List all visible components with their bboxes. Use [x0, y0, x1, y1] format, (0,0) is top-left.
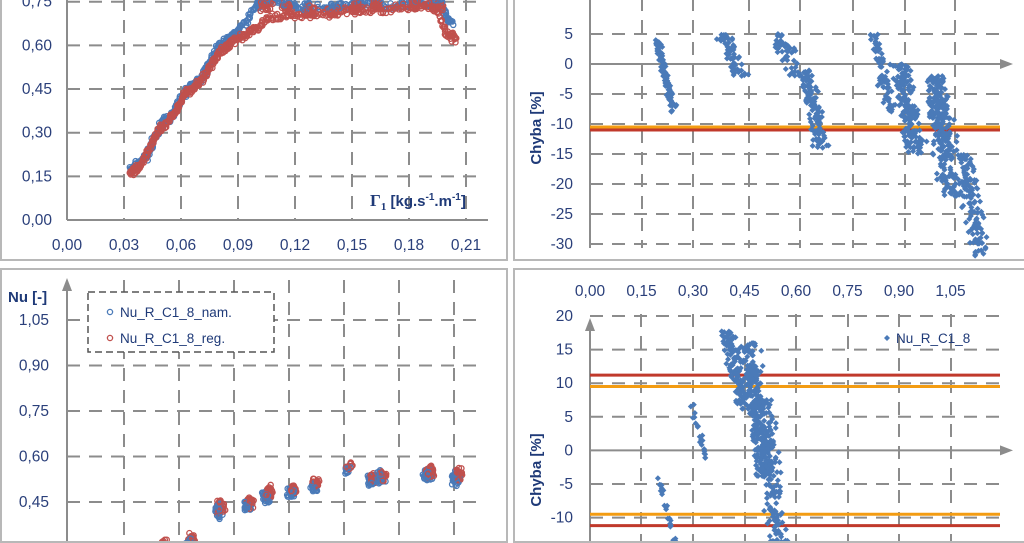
- y-tick-label: 0,60: [19, 449, 50, 466]
- y-tick-label: 0,30: [19, 540, 50, 543]
- data-point: [884, 69, 890, 75]
- x-tick-label: 0,90: [884, 283, 915, 300]
- chart-svg-bottom-left: Nu [-] 0,30 0,45 0,60 0,75 0,90 1,05 Nu_R_C1_8_…: [2, 270, 508, 543]
- data-point: [783, 526, 789, 532]
- data-point: [977, 198, 983, 204]
- y-tick-label: 0,15: [22, 168, 52, 185]
- data-point: [758, 348, 764, 354]
- chart-svg-top-left: 0,00 0,15 0,30 0,45 0,60 0,75 0,00 0,03 0,06 0,09…: [2, 0, 508, 261]
- y-tick-label: 10: [556, 375, 574, 392]
- data-point: [975, 193, 981, 199]
- chart-panel-top-right: 50-5-10-15-20-25-30-35Chyba [%]: [513, 0, 1024, 261]
- x-axis-label-text: [kg.s: [386, 193, 425, 210]
- x-tick-label: 0,15: [626, 283, 656, 300]
- data-point: [984, 234, 990, 240]
- x-tick-label: 0,75: [832, 283, 862, 300]
- data-point: [773, 420, 779, 426]
- y-tick-label: 0: [564, 442, 573, 459]
- x-tick-label: 0,45: [729, 283, 759, 300]
- y-tick-label: -15: [551, 146, 573, 163]
- legend-label-red: Nu_R_C1_8_reg.: [120, 331, 225, 346]
- y-tick-label: 0: [564, 56, 573, 73]
- x-axis-label-mid: .m: [434, 193, 452, 210]
- data-point: [702, 455, 708, 461]
- data-point: [767, 533, 773, 539]
- y-tick-label: 5: [564, 26, 573, 43]
- x-tick-label: 0,15: [337, 237, 367, 254]
- data-point: [760, 363, 766, 369]
- y-tick-label: 0,45: [19, 494, 49, 511]
- y-tick-label: -10: [551, 510, 574, 527]
- legend-label-blue: Nu_R_C1_8_nam.: [120, 305, 232, 320]
- data-point: [739, 61, 745, 67]
- data-point: [974, 230, 980, 236]
- y-tick-label: 0,30: [22, 125, 53, 142]
- x-tick-label: 1,05: [935, 283, 965, 300]
- y-tick-label: 0,45: [22, 81, 52, 98]
- x-tick-label: 0,12: [280, 237, 310, 254]
- legend-marker: [884, 335, 890, 341]
- y-tick-label: 20: [556, 308, 574, 325]
- x-axis-label: Γ1 [kg.s-1.m-1]: [370, 191, 466, 213]
- y-axis-arrow-head: [62, 278, 72, 291]
- x-tick-label: 0,00: [575, 283, 606, 300]
- zero-axis-arrow-head: [1000, 445, 1013, 455]
- data-point: [783, 66, 789, 72]
- x-axis-label-end: ]: [461, 193, 466, 210]
- y-axis-arrow-head: [585, 318, 595, 331]
- y-axis-label: Nu [-]: [8, 289, 47, 306]
- data-point: [774, 537, 780, 543]
- x-tick-label: 0,06: [166, 237, 196, 254]
- y-tick-label: -5: [559, 86, 573, 103]
- data-point: [655, 475, 661, 481]
- x-tick-label: 0,03: [109, 237, 139, 254]
- x-tick-label: 0,21: [451, 237, 481, 254]
- chart-panel-bottom-right: 0,00 0,15 0,30 0,45 0,60 0,75 0,90 1,05 20 15 10 5 0…: [513, 268, 1024, 543]
- x-tick-label: 0,60: [781, 283, 812, 300]
- y-tick-label: -30: [551, 236, 574, 253]
- y-tick-label: 0,75: [22, 0, 52, 11]
- y-tick-label: 0,60: [22, 37, 53, 54]
- y-tick-label: -25: [551, 206, 573, 223]
- y-tick-label: -10: [551, 116, 574, 133]
- zero-axis-arrow-head: [1000, 59, 1013, 69]
- y-tick-label: 1,05: [19, 312, 49, 329]
- data-point: [774, 469, 780, 475]
- y-axis-label: Chyba [%]: [528, 91, 545, 164]
- y-tick-label: 5: [564, 409, 573, 426]
- y-tick-label: 0,75: [19, 403, 49, 420]
- y-tick-label: -20: [551, 176, 574, 193]
- x-axis-label-symbol: Γ: [370, 191, 381, 210]
- x-axis-label-sup2: -1: [452, 192, 461, 203]
- legend-label: Nu_R_C1_8: [896, 331, 970, 346]
- data-point: [810, 143, 816, 149]
- x-tick-label: 0,09: [223, 237, 253, 254]
- data-point: [775, 477, 781, 483]
- chart-svg-top-right: 50-5-10-15-20-25-30-35Chyba [%]: [515, 0, 1024, 261]
- x-tick-label: 0,00: [52, 237, 83, 254]
- y-tick-label: 0,90: [19, 358, 50, 375]
- x-tick-label: 0,30: [678, 283, 709, 300]
- chart-panel-bottom-left: Nu [-] 0,30 0,45 0,60 0,75 0,90 1,05 Nu_R_C1_8_…: [0, 268, 508, 543]
- y-tick-label: -5: [559, 476, 573, 493]
- y-axis-label: Chyba [%]: [528, 433, 545, 506]
- data-point: [934, 171, 940, 177]
- chart-panel-top-left: 0,00 0,15 0,30 0,45 0,60 0,75 0,00 0,03 0,06 0,09…: [0, 0, 508, 261]
- y-tick-label: 15: [556, 342, 573, 359]
- y-tick-label: 0,00: [22, 212, 53, 229]
- x-tick-label: 0,18: [394, 237, 424, 254]
- data-point: [773, 500, 779, 506]
- chart-svg-bottom-right: 0,00 0,15 0,30 0,45 0,60 0,75 0,90 1,05 20 15 10 5 0…: [515, 270, 1024, 543]
